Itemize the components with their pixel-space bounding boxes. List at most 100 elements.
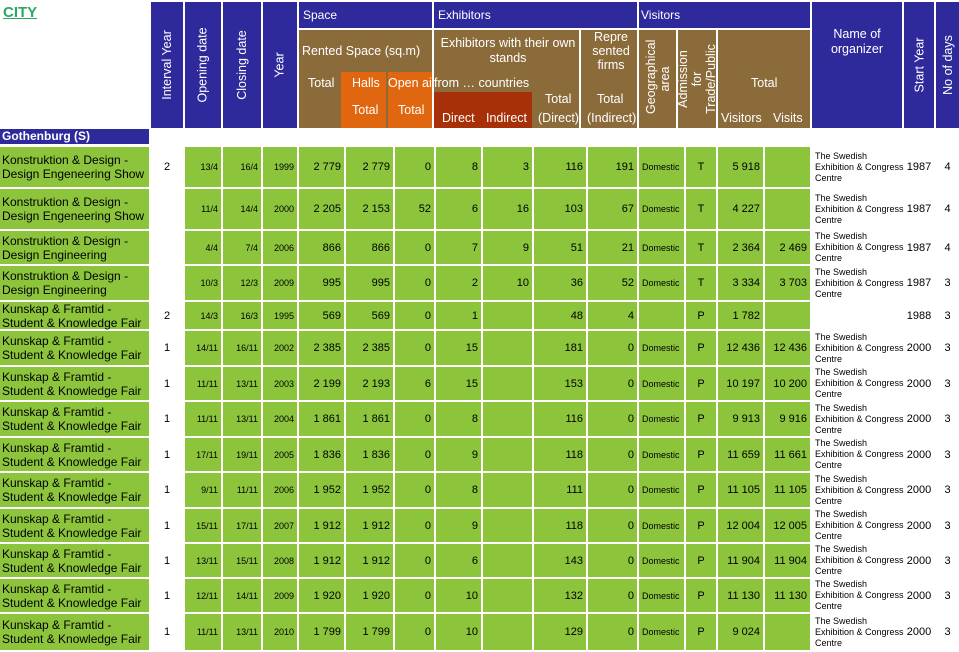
cell-adm: P [686, 438, 716, 471]
cell-visits: 10 200 [765, 367, 810, 400]
cell-adm: P [686, 402, 716, 436]
cell-organizer: The Swedish Exhibition & Congress Centre [815, 231, 904, 263]
cell-year: 2007 [263, 509, 297, 542]
row-event-name: Kunskap & Framtid - Student & Knowledge … [0, 579, 149, 612]
header-rented-space: Rented Space (sq.m) [302, 44, 421, 58]
cell-total: 2 385 [299, 331, 344, 365]
cell-open-air: 0 [395, 473, 434, 507]
cell-tot-direct: 153 [534, 367, 586, 400]
cell-interval: 2 [163, 309, 171, 322]
cell-visitors: 2 364 [718, 231, 763, 264]
cell-total: 1 799 [299, 614, 344, 650]
cell-open-air: 0 [395, 614, 434, 650]
cell-geo [639, 302, 684, 329]
cell-total: 1 836 [299, 438, 344, 471]
header-closing-date: Closing date [223, 2, 261, 128]
cell-tot-indirect: 4 [588, 302, 637, 329]
cell-geo: Domestic [639, 331, 684, 365]
cell-indirect [483, 509, 532, 542]
cell-days: 4 [944, 203, 951, 215]
cell-open: 11/4 [185, 189, 221, 229]
row-event-name: Kunskap & Framtid - Student & Knowledge … [0, 509, 149, 542]
cell-visitors: 3 334 [718, 266, 763, 300]
cell-year: 1999 [263, 147, 297, 187]
cell-adm: T [686, 189, 716, 229]
cell-open-air: 0 [395, 509, 434, 542]
cell-organizer: The Swedish Exhibition & Congress Centre [815, 509, 904, 541]
cell-indirect [483, 367, 532, 400]
cell-close: 14/11 [223, 579, 261, 612]
cell-tot-indirect: 52 [588, 266, 637, 300]
cell-start: 1988 [906, 309, 932, 322]
cell-open: 11/11 [185, 367, 221, 400]
cell-visitors: 9 024 [718, 614, 763, 650]
header-organizer: Name of organizer [812, 2, 902, 128]
cell-visits [765, 614, 810, 650]
cell-halls: 995 [346, 266, 393, 300]
header-total-direct-2: (Direct) [538, 111, 579, 125]
cell-open-air: 0 [395, 147, 434, 187]
cell-open: 9/11 [185, 473, 221, 507]
cell-open-air: 0 [395, 544, 434, 577]
cell-direct: 6 [436, 544, 481, 577]
header-no-of-days: No of days [936, 2, 959, 128]
cell-interval [151, 266, 183, 300]
cell-geo: Domestic [639, 544, 684, 577]
cell-halls: 1 912 [346, 544, 393, 577]
row-event-name: Konstruktion & Design - Design Engeneeri… [0, 189, 149, 229]
header-open-air-total: Total [398, 103, 425, 117]
cell-start: 2000 [906, 519, 932, 532]
cell-direct: 2 [436, 266, 481, 300]
cell-total: 2 779 [299, 147, 344, 187]
header-geo-area: Geographical area [639, 30, 676, 128]
cell-visitors: 9 913 [718, 402, 763, 436]
cell-adm: P [686, 367, 716, 400]
cell-total: 1 861 [299, 402, 344, 436]
cell-halls: 2 385 [346, 331, 393, 365]
header-admission: Admission for Trade/Public [676, 30, 718, 128]
row-event-name: Kunskap & Framtid - Student & Knowledge … [0, 438, 149, 471]
cell-close: 15/11 [223, 544, 261, 577]
cell-indirect [483, 331, 532, 365]
cell-open: 14/11 [185, 331, 221, 365]
cell-days: 4 [944, 241, 951, 254]
represented-block [581, 30, 637, 128]
cell-visits: 11 904 [765, 544, 810, 577]
cell-direct: 10 [436, 579, 481, 612]
row-event-name: Kunskap & Framtid - Student & Knowledge … [0, 331, 149, 365]
cell-direct: 1 [436, 302, 481, 329]
cell-total: 569 [299, 302, 344, 329]
cell-close: 14/4 [223, 189, 261, 229]
cell-halls: 1 952 [346, 473, 393, 507]
cell-year: 2009 [263, 266, 297, 300]
cell-visits: 3 703 [765, 266, 810, 300]
row-event-name: Kunskap & Framtid - Student & Knowledge … [0, 473, 149, 507]
cell-interval: 1 [163, 554, 171, 567]
visitors-total-block [718, 30, 810, 128]
cell-geo: Domestic [639, 579, 684, 612]
cell-tot-direct: 143 [534, 544, 586, 577]
cell-close: 16/3 [223, 302, 261, 329]
cell-halls: 2 193 [346, 367, 393, 400]
cell-close: 7/4 [223, 231, 261, 264]
cell-close: 16/11 [223, 331, 261, 365]
row-event-name: Kunskap & Framtid - Student & Knowledge … [0, 544, 149, 577]
row-event-name: Kunskap & Framtid - Student & Knowledge … [0, 367, 149, 400]
cell-tot-indirect: 0 [588, 579, 637, 612]
cell-indirect [483, 579, 532, 612]
header-visitors-sub: Visitors [721, 111, 762, 125]
cell-days: 4 [944, 161, 951, 173]
header-exhibitors: Exhibitors [434, 2, 637, 28]
cell-tot-indirect: 0 [588, 438, 637, 471]
cell-organizer: The Swedish Exhibition & Congress Centre [815, 473, 904, 506]
header-visitors: Visitors [639, 2, 810, 28]
cell-start: 2000 [906, 626, 932, 638]
cell-geo: Domestic [639, 473, 684, 507]
header-total-direct-1: Total [545, 92, 572, 106]
cell-tot-indirect: 0 [588, 367, 637, 400]
cell-visits: 11 130 [765, 579, 810, 612]
halls-block [341, 72, 386, 128]
cell-start: 2000 [906, 448, 932, 461]
cell-interval: 1 [163, 342, 171, 354]
city-link[interactable]: CITY [3, 4, 38, 21]
